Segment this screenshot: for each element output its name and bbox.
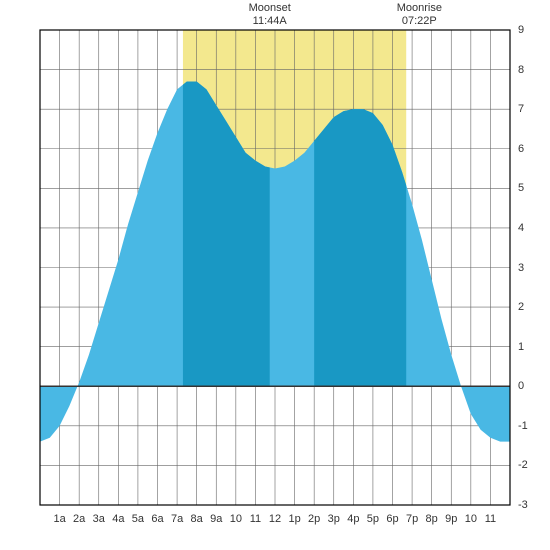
x-tick-label: 1p bbox=[288, 513, 300, 525]
y-tick-label: 9 bbox=[518, 24, 524, 36]
moon-rise-title: Moonrise bbox=[397, 2, 442, 15]
tide-chart: Moonset11:44A Moonrise07:22P 1a 2a 3a 4a 5a 6a 7… bbox=[0, 0, 550, 550]
y-tick-label: -1 bbox=[518, 420, 528, 432]
y-tick-label: 2 bbox=[518, 301, 524, 313]
x-tick-label: 11 bbox=[485, 513, 496, 525]
y-tick-label: 1 bbox=[518, 341, 524, 353]
y-tick-label: -2 bbox=[518, 459, 528, 471]
x-tick-label: 3a bbox=[93, 513, 105, 525]
x-tick-label: 11 bbox=[250, 513, 261, 525]
x-tick-label: 2p bbox=[308, 513, 320, 525]
y-tick-label: 6 bbox=[518, 143, 524, 155]
x-tick-label: 9a bbox=[210, 513, 222, 525]
x-tick-label: 7a bbox=[171, 513, 183, 525]
x-tick-label: 5p bbox=[367, 513, 379, 525]
x-tick-label: 4p bbox=[347, 513, 359, 525]
x-tick-label: 6p bbox=[386, 513, 398, 525]
x-tick-label: 5a bbox=[132, 513, 144, 525]
x-tick-label: 9p bbox=[445, 513, 457, 525]
y-tick-label: 0 bbox=[518, 380, 524, 392]
x-tick-label: 3p bbox=[328, 513, 340, 525]
x-tick-label: 1a bbox=[53, 513, 65, 525]
x-tick-label: 7p bbox=[406, 513, 418, 525]
x-tick-label: 10 bbox=[465, 513, 477, 525]
x-tick-label: 10 bbox=[230, 513, 242, 525]
x-tick-label: 8p bbox=[426, 513, 438, 525]
chart-svg bbox=[0, 0, 550, 550]
moon-rise-label: Moonrise07:22P bbox=[397, 2, 442, 28]
y-tick-label: -3 bbox=[518, 499, 528, 511]
y-tick-label: 3 bbox=[518, 262, 524, 274]
moon-set-title: Moonset bbox=[249, 2, 291, 15]
moon-set-time: 11:44A bbox=[249, 15, 291, 28]
x-tick-label: 4a bbox=[112, 513, 124, 525]
x-tick-label: 12 bbox=[269, 513, 281, 525]
moon-set-label: Moonset11:44A bbox=[249, 2, 291, 28]
x-tick-label: 8a bbox=[191, 513, 203, 525]
y-tick-label: 7 bbox=[518, 103, 524, 115]
moon-rise-time: 07:22P bbox=[397, 15, 442, 28]
y-tick-label: 4 bbox=[518, 222, 524, 234]
y-tick-label: 5 bbox=[518, 182, 524, 194]
x-tick-label: 2a bbox=[73, 513, 85, 525]
x-tick-label: 6a bbox=[151, 513, 163, 525]
y-tick-label: 8 bbox=[518, 64, 524, 76]
